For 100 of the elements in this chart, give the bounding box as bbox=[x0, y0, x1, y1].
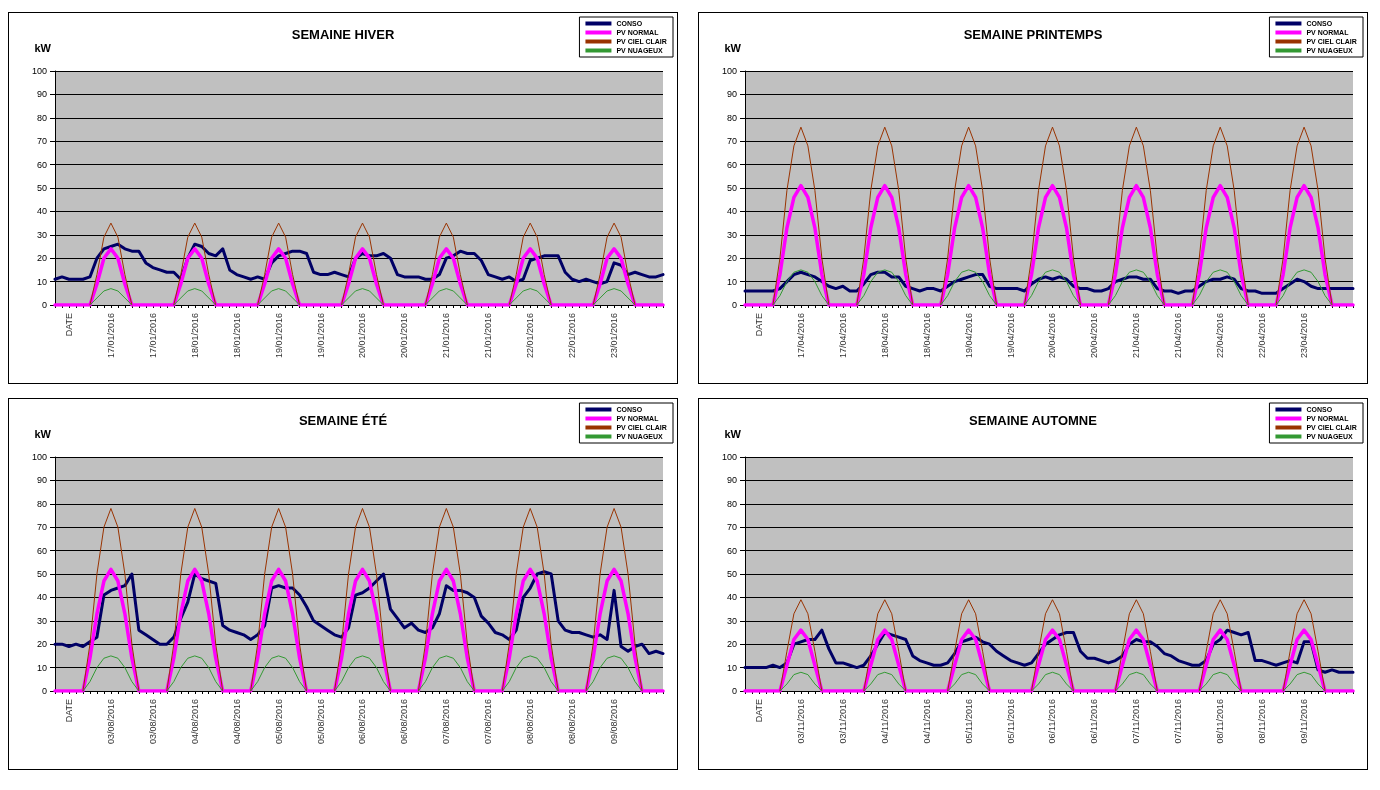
x-tick-label: 05/11/2016 bbox=[1005, 699, 1016, 744]
x-tick-label: 05/11/2016 bbox=[963, 699, 974, 744]
x-tick-label: 21/01/2016 bbox=[441, 313, 452, 359]
y-tick-label: 20 bbox=[726, 253, 737, 264]
y-tick-label: 70 bbox=[726, 522, 737, 533]
line-series bbox=[53, 247, 665, 307]
x-tick-label: 18/04/2016 bbox=[879, 313, 890, 359]
y-tick-label: 50 bbox=[726, 183, 737, 193]
y-tick-label: 40 bbox=[36, 206, 47, 217]
chart-title: SEMAINE HIVER bbox=[291, 27, 395, 42]
x-tick-label: 17/04/2016 bbox=[837, 313, 848, 359]
x-tick-label: 17/01/2016 bbox=[147, 313, 158, 359]
y-tick-label: 70 bbox=[36, 136, 47, 147]
y-tick-label: 80 bbox=[36, 498, 47, 509]
x-tick-label: 03/08/2016 bbox=[147, 699, 158, 745]
y-tick-label: 100 bbox=[31, 66, 47, 76]
x-tick-label: 21/04/2016 bbox=[1173, 313, 1184, 359]
y-tick-label: 60 bbox=[36, 159, 47, 170]
x-tick-label: 20/01/2016 bbox=[399, 313, 410, 359]
x-tick-label: 06/11/2016 bbox=[1047, 699, 1058, 744]
chart-title: SEMAINE PRINTEMPS bbox=[963, 27, 1103, 42]
x-tick-label: 08/08/2016 bbox=[525, 699, 536, 745]
y-tick-label: 50 bbox=[36, 183, 47, 193]
x-tick-label: 19/01/2016 bbox=[315, 313, 326, 359]
x-tick-label: 04/11/2016 bbox=[921, 699, 932, 744]
x-tick-label: 03/11/2016 bbox=[795, 699, 806, 744]
x-tick-label: 18/01/2016 bbox=[189, 313, 200, 359]
y-axis-title: kW bbox=[724, 427, 742, 440]
x-tick-label: 06/08/2016 bbox=[399, 699, 410, 745]
x-tick-label: 23/04/2016 bbox=[1299, 313, 1310, 359]
y-tick-label: 50 bbox=[36, 569, 47, 579]
x-tick-label: DATE bbox=[753, 313, 764, 337]
y-tick-label: 30 bbox=[36, 615, 47, 626]
x-tick-label: 06/08/2016 bbox=[357, 699, 368, 745]
y-tick-label: 0 bbox=[731, 686, 737, 696]
y-tick-label: 40 bbox=[726, 592, 737, 603]
x-tick-label: 04/11/2016 bbox=[879, 699, 890, 744]
x-tick-label: 18/04/2016 bbox=[921, 313, 932, 359]
y-tick-label: 10 bbox=[726, 276, 737, 287]
x-tick-label: 19/01/2016 bbox=[273, 313, 284, 359]
x-tick-label: 21/04/2016 bbox=[1131, 313, 1142, 359]
y-tick-label: 50 bbox=[726, 569, 737, 579]
y-tick-label: 80 bbox=[36, 112, 47, 123]
line-series bbox=[53, 567, 665, 693]
y-tick-label: 40 bbox=[726, 206, 737, 217]
x-tick-label: 22/04/2016 bbox=[1257, 313, 1268, 359]
x-tick-label: 09/08/2016 bbox=[609, 699, 620, 745]
y-tick-label: 10 bbox=[36, 662, 47, 673]
x-tick-label: 23/01/2016 bbox=[609, 313, 620, 359]
y-tick-label: 10 bbox=[36, 276, 47, 287]
x-tick-label: 04/08/2016 bbox=[231, 699, 242, 745]
x-tick-label: 04/08/2016 bbox=[189, 699, 200, 745]
x-tick-label: 03/11/2016 bbox=[837, 699, 848, 744]
x-tick-label: 20/04/2016 bbox=[1089, 313, 1100, 359]
x-tick-label: 05/08/2016 bbox=[273, 699, 284, 745]
y-axis-title: kW bbox=[724, 41, 742, 54]
y-tick-label: 90 bbox=[726, 475, 737, 486]
x-tick-label: 08/11/2016 bbox=[1257, 699, 1268, 744]
x-tick-label: 08/11/2016 bbox=[1215, 699, 1226, 744]
y-tick-label: 100 bbox=[31, 452, 47, 462]
x-tick-label: 03/08/2016 bbox=[105, 699, 116, 745]
y-tick-label: 30 bbox=[726, 229, 737, 240]
x-tick-label: 19/04/2016 bbox=[1005, 313, 1016, 359]
x-tick-label: DATE bbox=[753, 699, 764, 723]
y-tick-label: 70 bbox=[726, 136, 737, 147]
y-tick-label: 100 bbox=[721, 66, 737, 76]
y-tick-label: 80 bbox=[726, 112, 737, 123]
line-series bbox=[743, 628, 1355, 693]
y-tick-label: 40 bbox=[36, 592, 47, 603]
x-tick-label: 20/04/2016 bbox=[1047, 313, 1058, 359]
y-tick-label: 90 bbox=[36, 89, 47, 100]
x-tick-label: 22/04/2016 bbox=[1215, 313, 1226, 359]
x-tick-label: 17/04/2016 bbox=[795, 313, 806, 359]
chart-title: SEMAINE ÉTÉ bbox=[298, 413, 388, 428]
x-tick-label: 07/11/2016 bbox=[1173, 699, 1184, 744]
x-tick-label: 07/08/2016 bbox=[483, 699, 494, 745]
x-tick-label: 07/08/2016 bbox=[441, 699, 452, 745]
y-tick-label: 60 bbox=[36, 545, 47, 556]
x-tick-label: 19/04/2016 bbox=[963, 313, 974, 359]
x-tick-label: 06/11/2016 bbox=[1089, 699, 1100, 744]
y-tick-label: 20 bbox=[36, 253, 47, 264]
x-tick-label: 20/01/2016 bbox=[357, 313, 368, 359]
chart-title: SEMAINE AUTOMNE bbox=[969, 413, 1098, 428]
y-tick-label: 90 bbox=[36, 475, 47, 486]
y-tick-label: 30 bbox=[726, 615, 737, 626]
y-tick-label: 0 bbox=[41, 686, 47, 696]
x-tick-label: 05/08/2016 bbox=[315, 699, 326, 745]
y-tick-label: 60 bbox=[726, 159, 737, 170]
y-axis-title: kW bbox=[34, 427, 52, 440]
y-tick-label: 0 bbox=[731, 300, 737, 310]
y-axis-title: kW bbox=[34, 41, 52, 54]
y-tick-label: 70 bbox=[36, 522, 47, 533]
x-tick-label: 17/01/2016 bbox=[105, 313, 116, 359]
y-tick-label: 80 bbox=[726, 498, 737, 509]
y-tick-label: 20 bbox=[36, 639, 47, 650]
x-tick-label: 22/01/2016 bbox=[525, 313, 536, 359]
x-tick-label: 22/01/2016 bbox=[567, 313, 578, 359]
x-tick-label: DATE bbox=[63, 313, 74, 337]
y-tick-label: 10 bbox=[726, 662, 737, 673]
x-tick-label: 21/01/2016 bbox=[483, 313, 494, 359]
